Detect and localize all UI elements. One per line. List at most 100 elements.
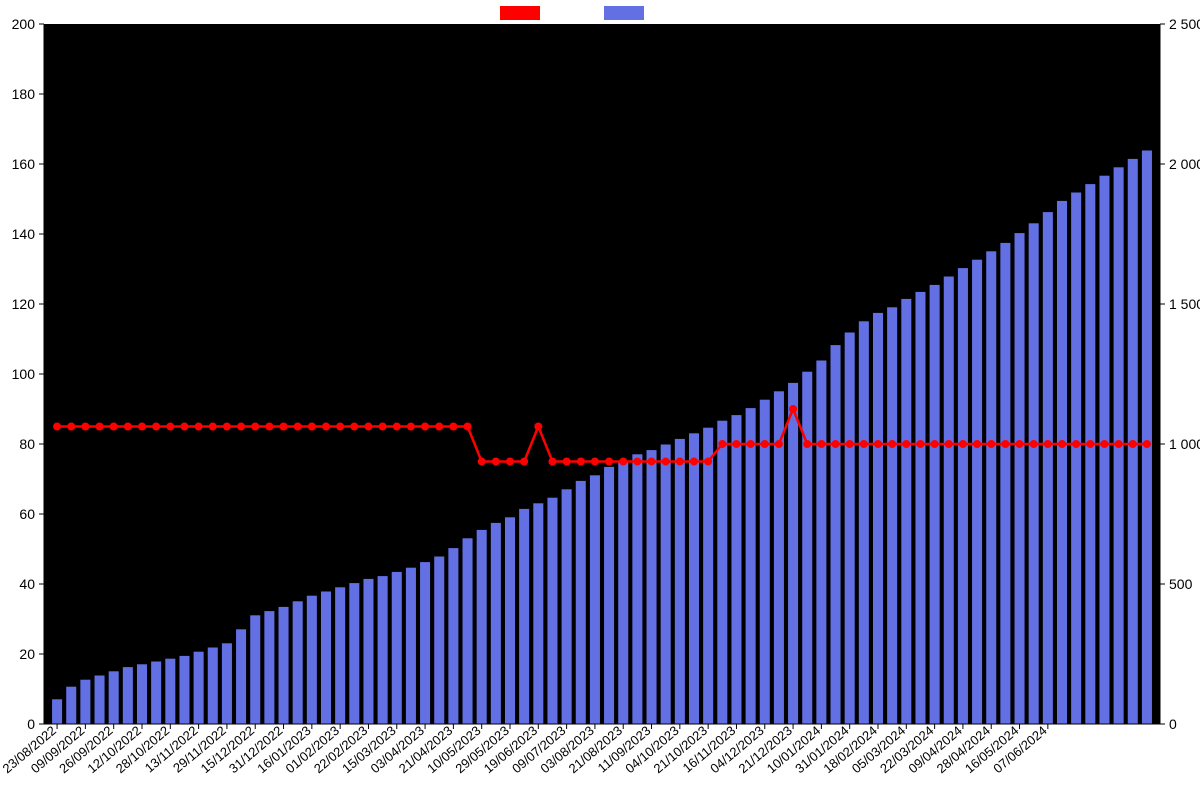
bar <box>788 382 799 724</box>
bar <box>745 408 756 724</box>
bar <box>151 661 162 724</box>
bar <box>122 667 133 724</box>
ytick-label-right: 500 <box>1169 576 1193 592</box>
bar <box>165 658 176 724</box>
line-marker <box>492 458 499 465</box>
line-marker <box>747 441 754 448</box>
line-marker <box>733 441 740 448</box>
bar <box>915 291 926 724</box>
bar <box>335 587 346 724</box>
line-marker <box>1115 441 1122 448</box>
line-marker <box>1016 441 1023 448</box>
line-marker <box>903 441 910 448</box>
bar <box>589 475 600 724</box>
bar <box>221 643 232 724</box>
bar <box>604 466 615 724</box>
line-marker <box>1044 441 1051 448</box>
bar <box>929 284 940 724</box>
bar <box>377 576 388 724</box>
line-marker <box>294 423 301 430</box>
line-marker <box>875 441 882 448</box>
bar <box>363 578 374 724</box>
bar <box>292 601 303 724</box>
ytick-label-left: 40 <box>19 576 35 592</box>
line-marker <box>1002 441 1009 448</box>
line-marker <box>931 441 938 448</box>
combo-chart: 02040608010012014016018020005001 0001 50… <box>0 0 1200 800</box>
ytick-label-left: 60 <box>19 506 35 522</box>
line-marker <box>1143 441 1150 448</box>
ytick-label-right: 2 000 <box>1169 156 1200 172</box>
bar <box>844 332 855 724</box>
bar <box>816 360 827 724</box>
bar <box>547 497 558 724</box>
line-marker <box>139 423 146 430</box>
line-marker <box>1073 441 1080 448</box>
line-marker <box>407 423 414 430</box>
line-marker <box>1101 441 1108 448</box>
bar <box>179 655 190 724</box>
line-marker <box>1129 441 1136 448</box>
line-marker <box>379 423 386 430</box>
bar <box>420 562 431 724</box>
bar <box>1085 184 1096 724</box>
line-marker <box>1030 441 1037 448</box>
bar <box>250 615 261 724</box>
line-marker <box>535 423 542 430</box>
line-marker <box>1087 441 1094 448</box>
bar <box>80 679 91 724</box>
line-marker <box>110 423 117 430</box>
bar <box>688 433 699 724</box>
ytick-label-left: 20 <box>19 646 35 662</box>
line-marker <box>917 441 924 448</box>
line-marker <box>775 441 782 448</box>
bar <box>462 538 473 724</box>
line-marker <box>153 423 160 430</box>
line-marker <box>393 423 400 430</box>
line-marker <box>818 441 825 448</box>
line-marker <box>82 423 89 430</box>
line-marker <box>620 458 627 465</box>
bar <box>561 489 572 724</box>
ytick-label-left: 140 <box>12 226 36 242</box>
line-marker <box>959 441 966 448</box>
line-marker <box>96 423 103 430</box>
line-marker <box>577 458 584 465</box>
bar <box>391 571 402 724</box>
line-marker <box>450 423 457 430</box>
bar <box>660 444 671 724</box>
bar <box>1071 192 1082 724</box>
bar <box>236 629 247 724</box>
bar <box>858 321 869 724</box>
line-marker <box>676 458 683 465</box>
line-marker <box>846 441 853 448</box>
bar <box>1014 233 1025 724</box>
line-marker <box>761 441 768 448</box>
bar <box>1056 200 1067 724</box>
line-marker <box>662 458 669 465</box>
line-marker <box>549 458 556 465</box>
bar <box>717 420 728 724</box>
line-marker <box>238 423 245 430</box>
ytick-label-right: 1 500 <box>1169 296 1200 312</box>
bar <box>94 675 105 724</box>
bar <box>646 450 657 724</box>
bar <box>1141 150 1152 724</box>
bar <box>575 480 586 724</box>
bar <box>674 438 685 724</box>
line-marker <box>860 441 867 448</box>
bar <box>986 251 997 724</box>
line-marker <box>422 423 429 430</box>
ytick-label-left: 0 <box>27 716 35 732</box>
line-marker <box>648 458 655 465</box>
line-marker <box>54 423 61 430</box>
ytick-label-right: 1 000 <box>1169 436 1200 452</box>
bar <box>504 517 515 724</box>
line-marker <box>521 458 528 465</box>
bar <box>872 312 883 724</box>
line-marker <box>323 423 330 430</box>
line-marker <box>181 423 188 430</box>
bar <box>901 298 912 724</box>
bar <box>618 461 629 724</box>
line-marker <box>1059 441 1066 448</box>
